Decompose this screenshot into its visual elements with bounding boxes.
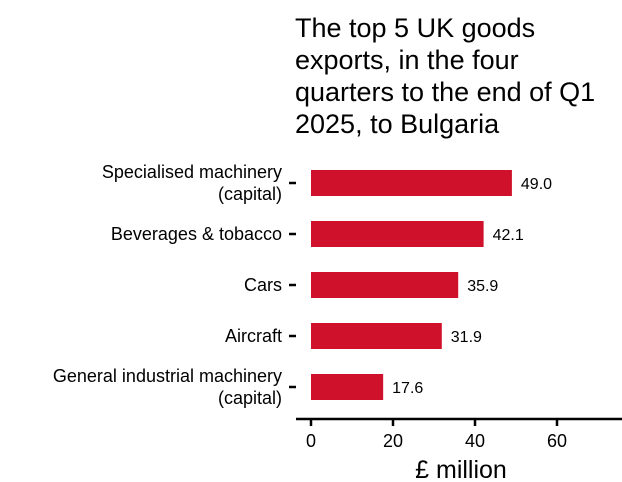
value-label: 31.9 (451, 329, 482, 346)
category-labels: Specialised machinery(capital)Beverages … (53, 162, 296, 408)
category-label: Beverages & tobacco (111, 224, 282, 244)
category-label: (capital) (218, 184, 282, 204)
x-axis-title: £ million (415, 456, 507, 482)
title-line: 2025, to Bulgaria (295, 109, 500, 139)
title-line: The top 5 UK goods (295, 13, 535, 43)
value-label: 49.0 (521, 176, 552, 193)
category-label: General industrial machinery (53, 366, 282, 386)
category-label: Specialised machinery (102, 162, 282, 182)
x-axis: 0 20 40 60 (296, 417, 622, 451)
category-label: Aircraft (225, 326, 282, 346)
value-label: 17.6 (392, 380, 423, 397)
title-line: quarters to the end of Q1 (295, 77, 595, 107)
value-label: 35.9 (467, 278, 498, 295)
x-tick-label: 60 (547, 431, 567, 451)
bar (311, 221, 484, 247)
bar (311, 272, 459, 298)
bar (311, 170, 512, 196)
title-line: exports, in the four (295, 45, 519, 75)
category-label: (capital) (218, 388, 282, 408)
bar (311, 374, 384, 400)
value-label: 42.1 (493, 227, 524, 244)
x-tick-label: 40 (465, 431, 485, 451)
x-tick-label: 0 (306, 431, 316, 451)
value-labels: 49.0 42.1 35.9 31.9 17.6 (392, 176, 552, 397)
bar (311, 323, 442, 349)
category-label: Cars (244, 275, 282, 295)
bars (311, 170, 512, 400)
x-tick-label: 20 (383, 431, 403, 451)
